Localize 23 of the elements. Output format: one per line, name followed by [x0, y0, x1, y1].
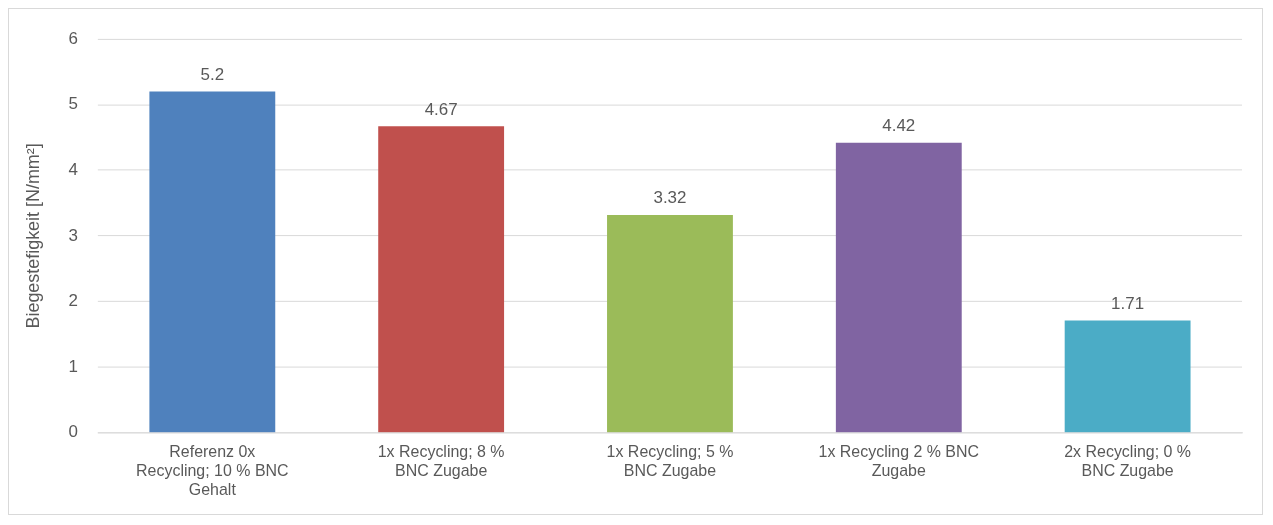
- x-tick-label: 1x Recycling 2 % BNC Zugabe: [818, 442, 980, 479]
- y-tick-label: 2: [68, 291, 78, 311]
- y-tick-label: 1: [68, 356, 78, 376]
- bar: [607, 214, 733, 433]
- y-axis-title: Biegestefigkeit [N/mm²]: [22, 143, 43, 329]
- x-tick-label: 1x Recycling; 5 % BNC Zugabe: [606, 442, 734, 479]
- data-label: 4.42: [882, 115, 916, 135]
- y-tick-label: 3: [68, 225, 78, 245]
- y-tick-label: 4: [68, 159, 78, 179]
- bar: [1064, 320, 1191, 433]
- x-tick-label: 1x Recycling; 8 % BNC Zugabe: [377, 442, 505, 479]
- data-label: 1.71: [1111, 293, 1145, 313]
- x-tick-label: Referenz 0x Recycling; 10 % BNC Gehalt: [136, 442, 289, 498]
- data-label: 5.2: [200, 64, 225, 84]
- data-label: 3.32: [653, 188, 687, 208]
- x-tick-label: 2x Recycling; 0 % BNC Zugabe: [1064, 442, 1192, 479]
- y-tick-label: 6: [68, 28, 78, 48]
- y-tick-label: 0: [68, 422, 78, 442]
- bar: [378, 126, 505, 433]
- bar: [149, 91, 276, 433]
- data-label: 4.67: [424, 99, 458, 119]
- bar: [835, 142, 962, 433]
- y-tick-label: 5: [68, 94, 78, 114]
